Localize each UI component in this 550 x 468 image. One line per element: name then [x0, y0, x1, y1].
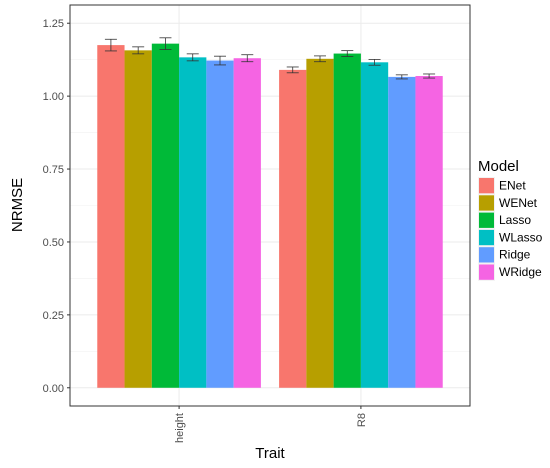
- y-tick-label: 1.00: [43, 91, 64, 103]
- legend-swatch: [479, 264, 494, 280]
- bar-wlasso-r8: [360, 62, 389, 388]
- error-bar-ridge-r8: [395, 74, 408, 80]
- bars: [97, 43, 443, 388]
- x-tick-label: R8: [356, 413, 368, 427]
- legend-item-enet: ENet: [478, 177, 526, 195]
- y-tick-label: 1.25: [43, 18, 64, 30]
- error-bars: [104, 37, 436, 80]
- error-bar-wenet-r8: [314, 55, 326, 63]
- legend-item-ridge: Ridge: [478, 246, 531, 264]
- bar-wenet-r8: [306, 58, 334, 388]
- y-axis-title: NRMSE: [9, 178, 26, 232]
- error-bar-wlasso-height: [186, 53, 199, 62]
- legend-swatch: [479, 195, 494, 211]
- error-bar-wenet-height: [132, 46, 145, 55]
- error-bar-enet-height: [104, 38, 117, 52]
- bar-ridge-r8: [388, 76, 416, 388]
- error-bar-lasso-height: [159, 37, 172, 50]
- bar-lasso-r8: [333, 53, 361, 388]
- legend-item-wlasso: WLasso: [478, 228, 543, 247]
- legend-swatch: [479, 178, 494, 194]
- y-tick-label: 0.00: [43, 383, 64, 395]
- panel-border: [69, 4, 471, 407]
- legend: Model ENet WENet Lasso WLasso Ridge WRidge: [478, 158, 543, 281]
- error-bar-wlasso-r8: [368, 58, 381, 66]
- bar-enet-r8: [279, 69, 307, 388]
- legend-label: Ridge: [499, 248, 531, 262]
- x-axis-title: Trait: [255, 445, 285, 462]
- error-bar-ridge-height: [214, 55, 226, 66]
- legend-label: WENet: [499, 196, 538, 210]
- error-bar-enet-r8: [286, 66, 299, 74]
- bar-wridge-height: [233, 58, 261, 388]
- legend-swatch: [479, 212, 494, 228]
- legend-swatch: [479, 247, 494, 263]
- legend-item-wenet: WENet: [478, 194, 538, 212]
- legend-label: WLasso: [499, 230, 543, 244]
- legend-item-lasso: Lasso: [478, 211, 531, 229]
- bar-wridge-r8: [415, 76, 443, 388]
- error-bar-lasso-r8: [341, 50, 354, 57]
- legend-title: Model: [478, 158, 519, 175]
- legend-item-wridge: WRidge: [478, 263, 542, 281]
- y-tick-label: 0.25: [43, 310, 64, 322]
- bar-wlasso-height: [179, 57, 207, 388]
- x-tick-label: height: [174, 413, 186, 443]
- legend-label: WRidge: [499, 265, 542, 279]
- y-axis: 0.00 0.25 0.50 0.75 1.00 1.25: [43, 18, 70, 395]
- y-tick-label: 0.50: [43, 237, 64, 249]
- bar-ridge-height: [206, 60, 234, 388]
- legend-label: ENet: [499, 179, 526, 193]
- legend-label: Lasso: [499, 213, 531, 227]
- y-tick-label: 0.75: [43, 164, 64, 176]
- error-bar-wridge-r8: [423, 73, 436, 79]
- bar-wenet-height: [124, 50, 152, 388]
- bar-enet-height: [97, 45, 125, 388]
- x-axis: height R8: [174, 406, 368, 443]
- error-bar-wridge-height: [241, 54, 254, 63]
- bar-lasso-height: [151, 43, 180, 388]
- legend-swatch: [479, 229, 494, 246]
